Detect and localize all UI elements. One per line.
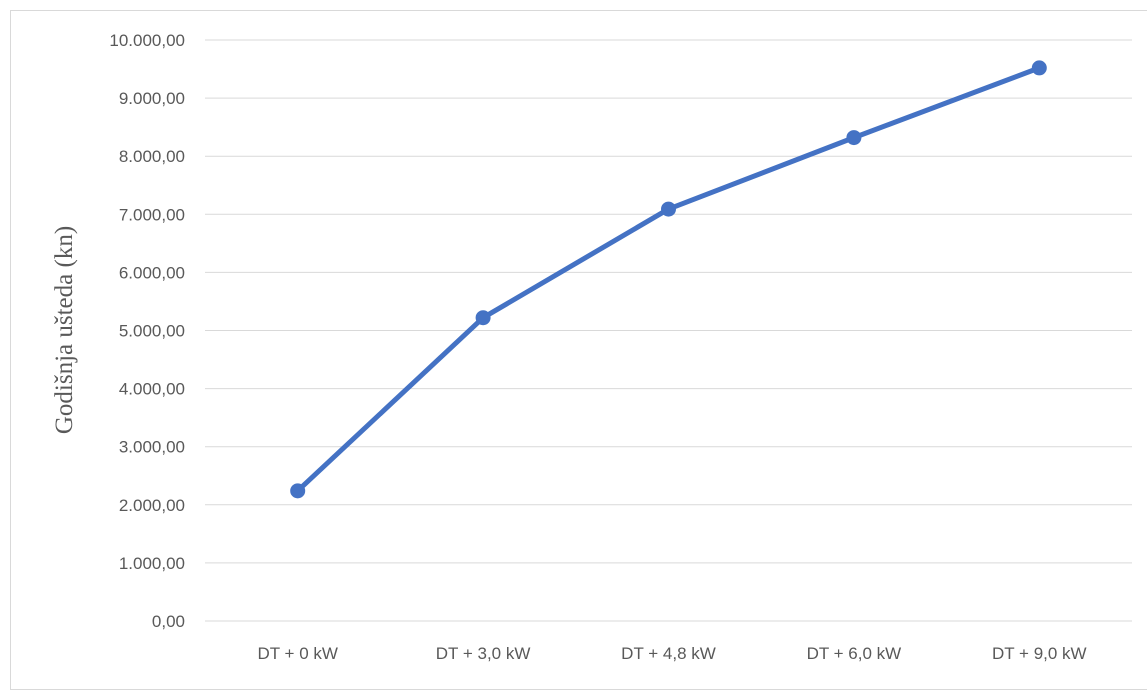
y-tick-label: 4.000,00 (119, 380, 185, 399)
gridlines (205, 39, 1132, 622)
y-tick-label: 8.000,00 (119, 147, 185, 166)
data-point (290, 483, 306, 499)
y-axis-tick-labels: 0,00 1.000,00 2.000,00 3.000,00 4.000,00 5.00… (109, 31, 185, 631)
series-line (295, 65, 1042, 494)
chart-area (10, 10, 1147, 690)
x-tick-label: DT + 4,8 kW (621, 644, 716, 663)
data-point (661, 201, 676, 217)
line-chart: 0,00 1.000,00 2.000,00 3.000,00 4.000,00 5.00… (51, 31, 1132, 663)
y-tick-label: 3.000,00 (119, 438, 185, 457)
x-tick-label: DT + 3,0 kW (436, 644, 531, 663)
series-layer (290, 60, 1047, 499)
y-tick-label: 7.000,00 (119, 205, 185, 224)
y-tick-label: 1.000,00 (119, 554, 185, 573)
y-axis-title: Godišnja ušteda (kn) (51, 226, 78, 434)
x-tick-label: DT + 9,0 kW (992, 644, 1087, 663)
data-point (1031, 60, 1047, 76)
y-tick-label: 9.000,00 (119, 89, 185, 108)
x-tick-label: DT + 0 kW (257, 644, 337, 663)
y-tick-label: 10.000,00 (109, 31, 185, 50)
data-point (846, 130, 862, 146)
y-tick-label: 5.000,00 (119, 322, 185, 341)
x-axis-tick-labels: DT + 0 kW DT + 3,0 kW DT + 4,8 kW DT + 6,0 … (257, 644, 1086, 663)
x-tick-label: DT + 6,0 kW (807, 644, 902, 663)
y-tick-label: 0,00 (152, 612, 185, 631)
y-tick-label: 2.000,00 (119, 496, 185, 515)
y-tick-label: 6.000,00 (119, 263, 185, 282)
data-point (475, 310, 491, 326)
